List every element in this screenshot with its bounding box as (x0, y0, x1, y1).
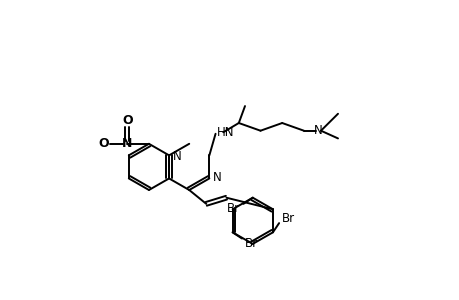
Text: N: N (213, 171, 222, 184)
Text: N: N (313, 124, 322, 137)
Text: O: O (99, 137, 109, 150)
Text: O: O (122, 114, 132, 127)
Text: Br: Br (227, 202, 240, 215)
Text: N: N (173, 150, 181, 163)
Text: N: N (122, 137, 132, 150)
Text: HN: HN (217, 126, 234, 139)
Text: Br: Br (281, 212, 295, 225)
Text: Br: Br (245, 237, 257, 250)
